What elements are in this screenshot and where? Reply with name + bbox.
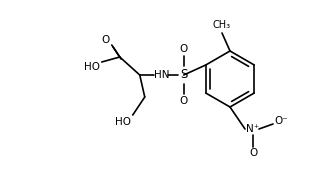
Text: O: O xyxy=(102,35,110,45)
Text: HO: HO xyxy=(84,62,100,72)
Text: HO: HO xyxy=(115,117,131,127)
Text: N⁺: N⁺ xyxy=(246,124,260,134)
Text: CH₃: CH₃ xyxy=(213,20,231,30)
Text: O: O xyxy=(249,148,257,158)
Text: O: O xyxy=(180,44,188,54)
Text: HN: HN xyxy=(154,70,170,80)
Text: S: S xyxy=(180,68,188,82)
Text: O: O xyxy=(180,96,188,106)
Text: O⁻: O⁻ xyxy=(274,116,288,126)
